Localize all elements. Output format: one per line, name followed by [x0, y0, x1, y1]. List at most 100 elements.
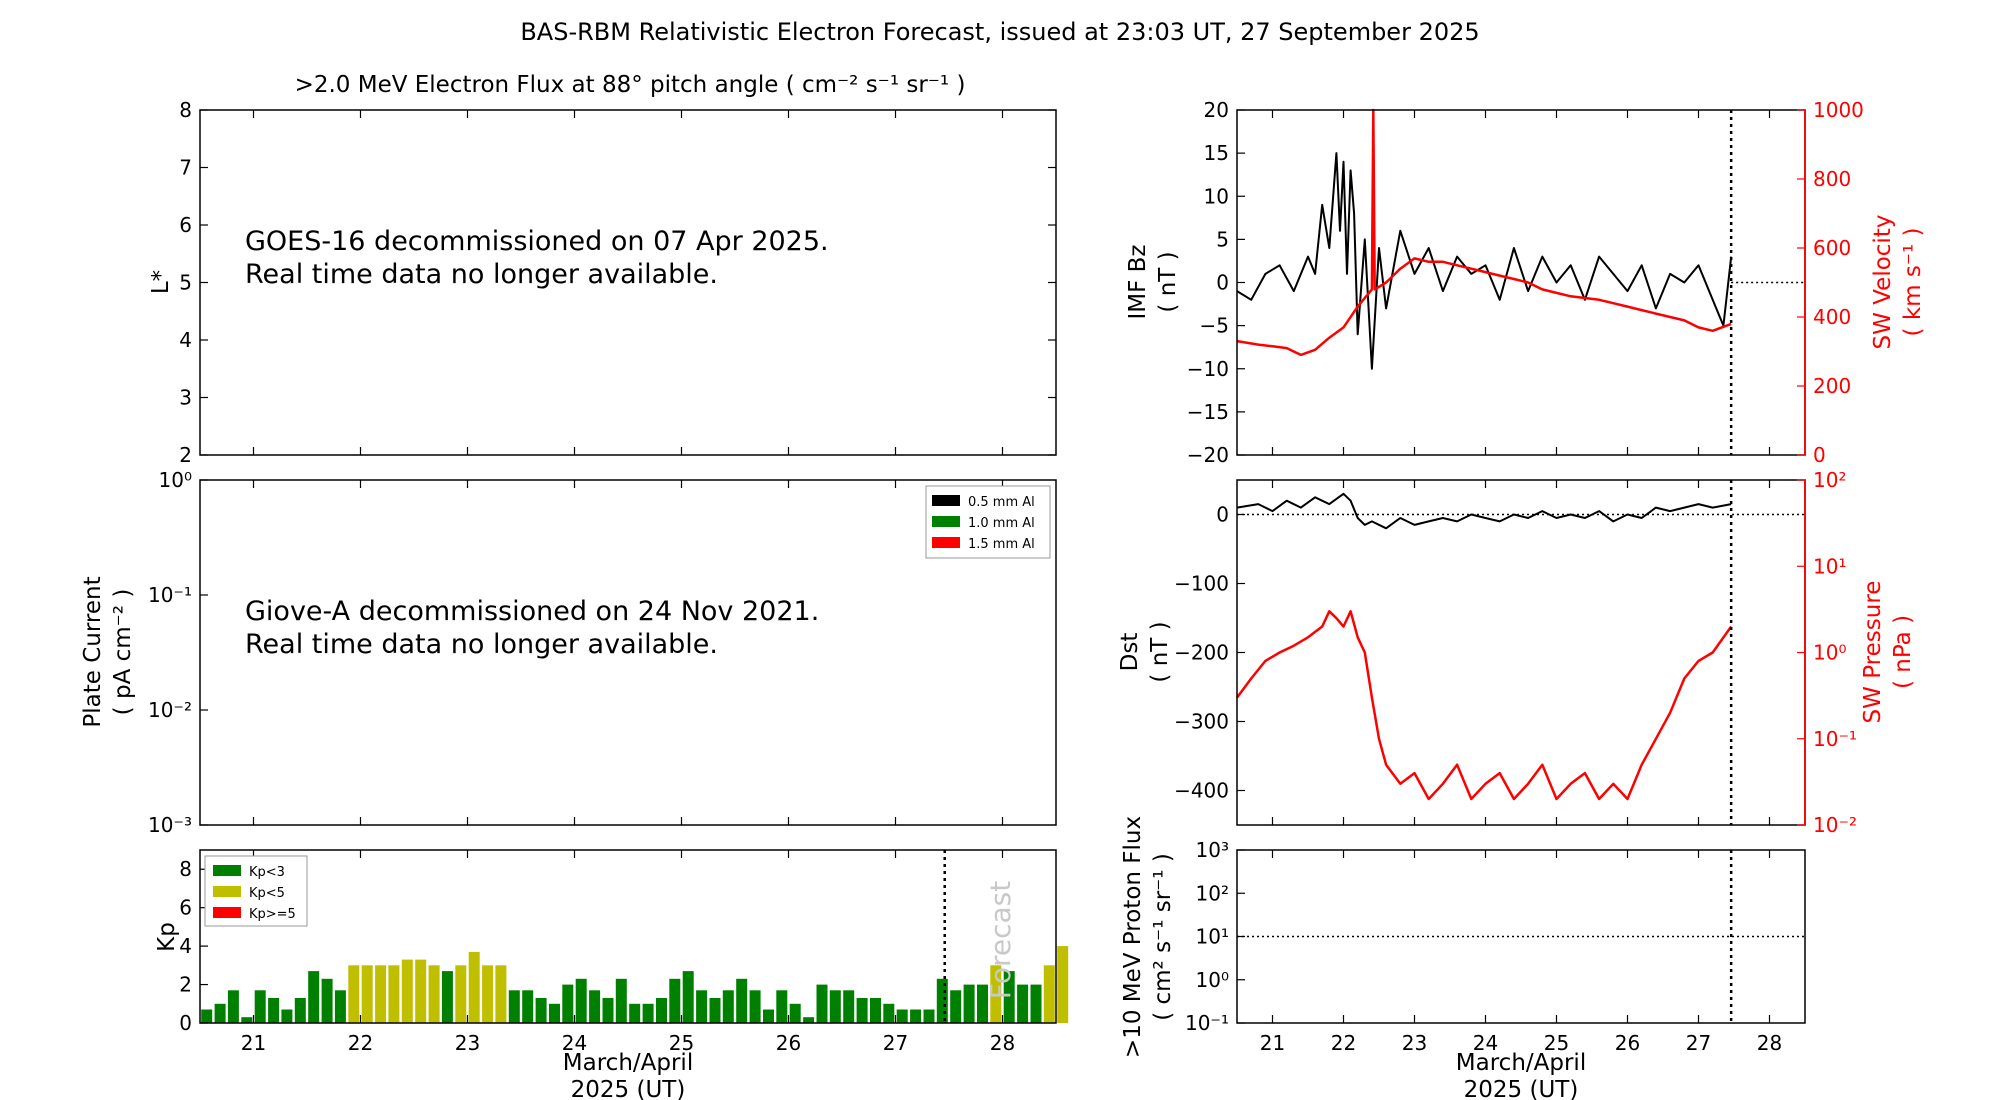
kp-bar — [803, 1017, 815, 1023]
kp-legend-label: Kp<3 — [249, 865, 285, 880]
dst-axis-ticks: −400 −300 −200 −100 0 10⁻² 10⁻¹ 10⁰ 10¹ 10² — [1174, 468, 1857, 837]
kp-bar — [669, 978, 681, 1023]
kp-bar — [883, 1003, 895, 1023]
dst-ytick-right-label: 10⁻¹ — [1813, 727, 1857, 751]
kp-ylabel: Kp — [154, 922, 180, 952]
proton-xtick-label: 23 — [1402, 1031, 1427, 1055]
kp-bar — [615, 978, 627, 1023]
kp-bar — [468, 951, 480, 1023]
kp-bar — [589, 990, 601, 1023]
electron-flux-yticks: 2 3 4 5 6 7 8 — [179, 98, 1056, 467]
plate-current-ytick-label: 10⁻¹ — [148, 583, 192, 607]
imf-ytick-right-label: 600 — [1813, 236, 1851, 260]
electron-flux-title: >2.0 MeV Electron Flux at 88° pitch angl… — [295, 72, 966, 98]
kp-bar — [682, 971, 694, 1023]
electron-flux-ytick-label: 3 — [179, 386, 192, 410]
kp-bar — [549, 1003, 560, 1023]
kp-bar — [936, 978, 948, 1023]
electron-flux-ytick-label: 8 — [179, 98, 192, 122]
sw-velocity-line — [1236, 108, 1732, 357]
kp-ytick-label: 4 — [179, 934, 192, 958]
plate-current-ytick-label: 10⁻² — [148, 698, 192, 722]
proton-xtick-label: 28 — [1757, 1031, 1782, 1055]
proton-xtick-label: 22 — [1331, 1031, 1356, 1055]
electron-flux-ylabel: L* — [148, 270, 174, 294]
kp-bar — [268, 998, 280, 1023]
plate-current-ylabel-line-1: Plate Current — [80, 576, 106, 727]
dst-ytick-left-label: −200 — [1174, 641, 1229, 665]
imf-ytick-right-label: 400 — [1813, 305, 1851, 329]
kp-xlabel-line-1: March/April — [563, 1050, 693, 1076]
kp-forecast-label: Forecast — [984, 881, 1017, 1000]
kp-legend-swatch — [213, 907, 241, 918]
kp-bar — [334, 990, 346, 1023]
kp-bars — [201, 946, 1069, 1023]
kp-bar — [856, 998, 868, 1023]
kp-bar — [522, 990, 534, 1023]
dst-ytick-left-label: −300 — [1174, 710, 1229, 734]
sw-pressure-line — [1235, 610, 1733, 801]
imf-ytick-left-label: −5 — [1200, 314, 1229, 338]
kp-bar — [201, 1009, 213, 1023]
dst-axes — [1236, 479, 1806, 826]
proton-xtick-label: 25 — [1544, 1031, 1569, 1055]
plate-current-ylabel-line-2: ( pA cm⁻² ) — [110, 589, 136, 716]
kp-xtick-label: 21 — [241, 1031, 266, 1055]
kp-ytick-label: 6 — [179, 896, 192, 920]
kp-bar — [254, 990, 266, 1023]
kp-bar — [656, 998, 667, 1023]
kp-bar — [1030, 984, 1042, 1023]
dst-ylabel-right: SW Pressure ( nPa ) — [1860, 581, 1916, 724]
electron-flux-panel: >2.0 MeV Electron Flux at 88° pitch angl… — [148, 72, 1057, 467]
proton-xlabel-line-2: 2025 (UT) — [1464, 1077, 1579, 1100]
plate-current-legend-swatch — [932, 537, 960, 548]
kp-legend: Kp<3 Kp<5 Kp>=5 — [204, 855, 308, 927]
kp-bar — [816, 984, 828, 1023]
kp-bar — [214, 1003, 226, 1023]
proton-xlabel-line-1: March/April — [1456, 1050, 1586, 1076]
kp-ytick-label: 0 — [179, 1011, 192, 1035]
kp-bar — [923, 1009, 935, 1023]
figure-suptitle: BAS-RBM Relativistic Electron Forecast, … — [520, 18, 1479, 46]
imf-ytick-right-label: 0 — [1813, 443, 1826, 467]
proton-ylabel: >10 MeV Proton Flux ( cm² s⁻¹ sr⁻¹ ) — [1120, 816, 1176, 1058]
kp-bar — [629, 1003, 641, 1023]
proton-ytick-label: 10³ — [1196, 838, 1229, 862]
kp-bar — [495, 965, 507, 1023]
kp-xtick-label: 26 — [776, 1031, 801, 1055]
imf-ytick-left-label: 20 — [1204, 98, 1229, 122]
plate-current-panel: 10⁻³ 10⁻² 10⁻¹ 10⁰ Plate Current ( pA cm⁻² … — [80, 468, 1057, 837]
dst-ytick-left-label: 0 — [1216, 503, 1229, 527]
kp-xtick-label: 28 — [990, 1031, 1015, 1055]
kp-bar — [602, 998, 614, 1023]
dst-ytick-left-label: −400 — [1174, 779, 1229, 803]
kp-bar — [308, 971, 320, 1023]
kp-bar — [736, 978, 748, 1023]
proton-xtick-label: 26 — [1615, 1031, 1640, 1055]
kp-bar — [950, 990, 962, 1023]
kp-bar — [241, 1017, 253, 1023]
proton-panel: 10⁻¹ 10⁰ 10¹ 10² 10³ 21 22 23 24 25 26 27 28 >10 MeV… — [1120, 816, 1806, 1100]
kp-bar — [508, 990, 520, 1023]
kp-bar — [575, 978, 587, 1023]
imf-ylabel-right-line-2: ( km s⁻¹ ) — [1900, 228, 1926, 337]
imf-ytick-left-label: 0 — [1216, 271, 1229, 295]
imf-ytick-right-label: 1000 — [1813, 98, 1864, 122]
dst-series — [1235, 492, 1805, 801]
imf-ytick-left-label: 15 — [1204, 141, 1229, 165]
kp-bar — [361, 965, 373, 1023]
kp-ylabel-text: Kp — [154, 922, 180, 952]
kp-bar — [910, 1009, 922, 1023]
imf-ylabel-left-line-1: IMF Bz — [1125, 244, 1151, 319]
kp-bar — [829, 990, 841, 1023]
plate-current-message-line-2: Real time data no longer available. — [245, 629, 718, 660]
plate-current-legend-swatch — [932, 495, 960, 506]
electron-flux-ytick-label: 5 — [179, 271, 192, 295]
imf-ytick-left-label: −15 — [1187, 400, 1229, 424]
imf-axes — [1236, 109, 1806, 456]
kp-bar — [749, 990, 761, 1023]
plate-current-yticks: 10⁻³ 10⁻² 10⁻¹ 10⁰ — [148, 468, 1004, 837]
kp-legend-label: Kp<5 — [249, 886, 285, 901]
kp-bar — [227, 990, 239, 1023]
